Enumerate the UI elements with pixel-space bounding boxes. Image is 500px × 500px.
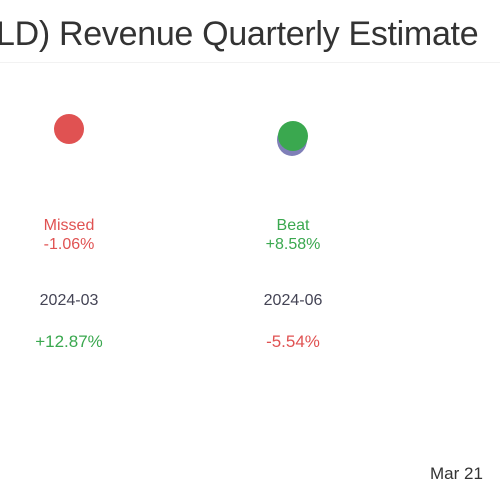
actual-dot (54, 114, 84, 144)
revenue-change: -5.54% (266, 332, 320, 351)
quarter-column: Missed -1.06% 2024-03 +12.87% (0, 0, 144, 500)
quarter-period: 20 (442, 291, 500, 310)
surprise-percent: +8.58% (265, 236, 321, 253)
quarter-column: +20 +5 (442, 0, 500, 500)
title-divider (0, 62, 500, 63)
quarter-period: 2024-03 (39, 292, 99, 309)
result-status: Missed (43, 217, 95, 234)
footer-date: Mar 21 (430, 464, 483, 483)
quarter-period: 2024-06 (263, 292, 323, 309)
revenue-change: +12.87% (35, 332, 103, 351)
actual-dot (278, 121, 308, 151)
chart-title: LD) Revenue Quarterly Estimate (0, 15, 479, 53)
surprise-percent: + (442, 235, 500, 254)
surprise-percent: -1.06% (43, 236, 95, 253)
quarter-column: Beat +8.58% 2024-06 -5.54% (218, 0, 368, 500)
result-status: Beat (276, 217, 310, 234)
revenue-change: +5 (442, 332, 500, 351)
